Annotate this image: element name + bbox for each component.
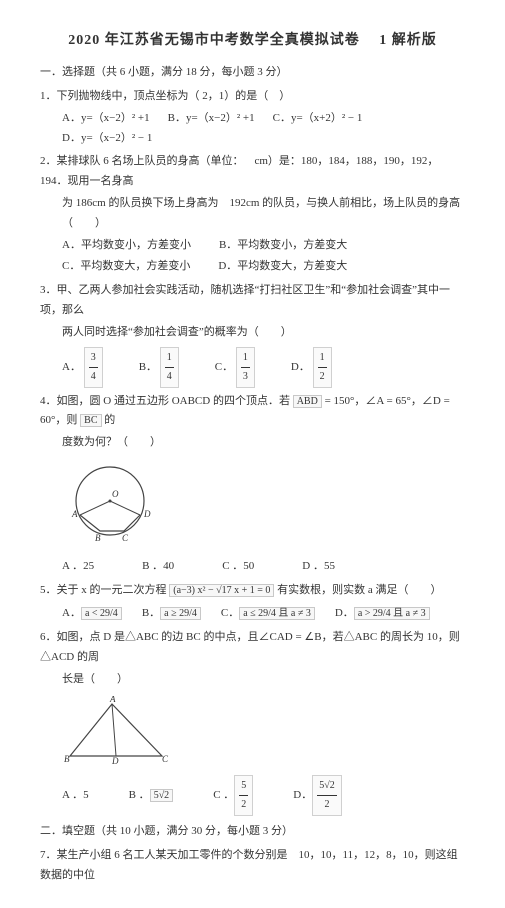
- q3-opt-c: C． 13: [215, 347, 255, 388]
- q2-stem-line1: 2．某排球队 6 名场上队员的身高（单位： cm）是：180，184，188，1…: [40, 155, 438, 187]
- q4-ans-d: D ．55: [302, 557, 335, 577]
- svg-text:A: A: [71, 509, 78, 519]
- question-7: 7．某生产小组 6 名工人某天加工零件的个数分别是 10，10，11，12，8，…: [40, 846, 465, 886]
- q2-opt-a: A．平均数变小，方差变小: [62, 236, 191, 256]
- q2-opt-d: D．平均数变大，方差变大: [218, 257, 347, 277]
- circle-pentagon-icon: O A B C D: [62, 459, 162, 547]
- section-1-header: 一．选择题（共 6 小题，满分 18 分，每小题 3 分）: [40, 63, 465, 83]
- q3-stem-line2: 两人同时选择“参加社会调查”的概率为（ ）: [62, 323, 465, 343]
- q1-options: A．y=（x−2）² +1 B．y=（x−2）² +1 C．y=（x+2）² −…: [62, 109, 465, 149]
- fraction-icon: 34: [84, 347, 103, 388]
- ineq-icon: a > 29/4 且 a ≠ 3: [354, 607, 430, 620]
- q1-opt-d: D．y=（x−2）² − 1: [62, 129, 152, 149]
- q5-opt-a: A．a < 29/4: [62, 604, 122, 624]
- q1-opt-b: B．y=（x−2）² +1: [168, 109, 255, 129]
- q6-ans-c: C ．52: [213, 775, 253, 816]
- q5-options: A．a < 29/4 B．a ≥ 29/4 C．a ≤ 29/4 且 a ≠ 3…: [62, 604, 465, 624]
- q6-ans-a: A ．5: [62, 786, 89, 806]
- q4-figure: O A B C D: [62, 459, 465, 555]
- q4-answers: A ．25 B ．40 C ．50 D ．55: [62, 557, 465, 577]
- q4-stem-tail: 的: [104, 414, 115, 426]
- q5-stem-pre: 5．关于 x 的一元二次方程: [40, 584, 169, 596]
- question-6: 6．如图，点 D 是△ABC 的边 BC 的中点，且∠CAD = ∠B，若△AB…: [40, 628, 465, 668]
- equation-box: (a−3) x² − √17 x + 1 = 0: [169, 584, 274, 597]
- q4-stem-pre: 4．如图，圆 O 通过五边形 OABCD 的四个顶点．若: [40, 395, 293, 407]
- svg-text:C: C: [162, 754, 169, 764]
- svg-text:A: A: [109, 696, 116, 704]
- q1-opt-c: C．y=（x+2）² − 1: [273, 109, 363, 129]
- question-4: 4．如图，圆 O 通过五边形 OABCD 的四个顶点．若 ABD = 150°，…: [40, 392, 465, 432]
- fraction-icon: 5√22: [312, 775, 342, 816]
- svg-text:O: O: [112, 489, 119, 499]
- q4-ans-a: A ．25: [62, 557, 94, 577]
- q3-opt-a: A． 34: [62, 347, 103, 388]
- q6-figure: A B D C: [62, 696, 465, 774]
- q4-ans-b: B ．40: [142, 557, 174, 577]
- q1-opt-a: A．y=（x−2）² +1: [62, 109, 150, 129]
- q5-stem-tail: 有实数根，则实数 a 满足（ ）: [277, 584, 441, 596]
- svg-text:B: B: [95, 533, 101, 543]
- ineq-icon: a < 29/4: [81, 607, 122, 620]
- arc-symbol: BC: [80, 414, 101, 427]
- q2-options: A．平均数变小，方差变小 B．平均数变小，方差变大 C．平均数变大，方差变小 D…: [62, 236, 465, 278]
- exam-page: 2020 年江苏省无锡市中考数学全真模拟试卷 1 解析版 一．选择题（共 6 小…: [0, 0, 505, 908]
- q3-options: A． 34 B． 14 C． 13 D． 12: [62, 347, 465, 388]
- q3-opt-d: D． 12: [291, 347, 332, 388]
- triangle-icon: A B D C: [62, 696, 172, 766]
- svg-text:B: B: [64, 754, 70, 764]
- q2-opt-c: C．平均数变大，方差变小: [62, 257, 190, 277]
- q7-stem: 7．某生产小组 6 名工人某天加工零件的个数分别是 10，10，11，12，8，…: [40, 849, 458, 881]
- q6-answers: A ．5 B ．5√2 C ．52 D．5√22: [62, 775, 465, 816]
- q4-stem-line2: 度数为何？（ ）: [62, 433, 465, 453]
- question-3: 3．甲、乙两人参加社会实践活动，随机选择“打扫社区卫生”和“参加社会调查”其中一…: [40, 281, 465, 321]
- q3-opt-b: B． 14: [139, 347, 179, 388]
- svg-text:D: D: [143, 509, 151, 519]
- q2-stem-line2: 为 186cm 的队员换下场上身高为 192cm 的队员，与换人前相比，场上队员…: [62, 194, 465, 234]
- question-1: 1．下列抛物线中，顶点坐标为（ 2，1）的是（ ）: [40, 87, 465, 107]
- page-title: 2020 年江苏省无锡市中考数学全真模拟试卷 1 解析版: [40, 28, 465, 53]
- q1-stem: 1．下列抛物线中，顶点坐标为（ 2，1）的是（ ）: [40, 90, 290, 102]
- ineq-icon: a ≥ 29/4: [160, 607, 201, 620]
- fraction-icon: 13: [236, 347, 255, 388]
- fraction-icon: 14: [160, 347, 179, 388]
- svg-text:C: C: [122, 533, 129, 543]
- q6-ans-d: D．5√22: [293, 775, 341, 816]
- fraction-icon: 12: [313, 347, 332, 388]
- question-5: 5．关于 x 的一元二次方程 (a−3) x² − √17 x + 1 = 0 …: [40, 581, 465, 601]
- surd-icon: 5√2: [150, 789, 174, 802]
- q6-ans-b: B ．5√2: [129, 786, 174, 806]
- q6-stem-line1: 6．如图，点 D 是△ABC 的边 BC 的中点，且∠CAD = ∠B，若△AB…: [40, 631, 460, 663]
- svg-text:D: D: [111, 756, 119, 766]
- q2-opt-b: B．平均数变小，方差变大: [219, 236, 347, 256]
- question-2: 2．某排球队 6 名场上队员的身高（单位： cm）是：180，184，188，1…: [40, 152, 465, 192]
- q5-opt-d: D．a > 29/4 且 a ≠ 3: [335, 604, 430, 624]
- arc-symbol: ABD: [293, 395, 322, 408]
- q6-stem-line2: 长是（ ）: [62, 670, 465, 690]
- q5-opt-b: B．a ≥ 29/4: [142, 604, 201, 624]
- fraction-icon: 52: [234, 775, 253, 816]
- section-2-header: 二．填空题（共 10 小题，满分 30 分，每小题 3 分）: [40, 822, 465, 842]
- q5-opt-c: C．a ≤ 29/4 且 a ≠ 3: [221, 604, 315, 624]
- q4-ans-c: C ．50: [222, 557, 254, 577]
- ineq-icon: a ≤ 29/4 且 a ≠ 3: [239, 607, 315, 620]
- q3-stem-line1: 3．甲、乙两人参加社会实践活动，随机选择“打扫社区卫生”和“参加社会调查”其中一…: [40, 284, 450, 316]
